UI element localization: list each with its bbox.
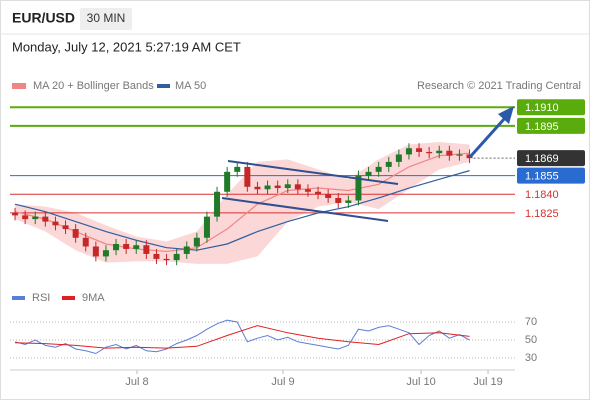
arrow-head	[498, 106, 514, 124]
candle-body	[426, 151, 433, 154]
candle-body	[22, 215, 29, 220]
candle-body	[446, 150, 453, 156]
level-label: 1.1855	[525, 170, 559, 182]
series-line	[14, 319, 470, 355]
series-line	[14, 170, 470, 251]
candle-body	[163, 258, 170, 261]
candle-body	[32, 216, 39, 220]
level-label: 1.1825	[525, 208, 559, 220]
source: Research © 2021 Trading Central	[417, 80, 581, 92]
y-tick-label: 70	[525, 316, 537, 328]
y-tick-label: 30	[525, 352, 537, 364]
x-tick-label: Jul 19	[473, 376, 502, 388]
candle-body	[193, 237, 200, 247]
candle-body	[102, 250, 109, 257]
candle-body	[355, 175, 362, 201]
candle-body	[325, 194, 332, 198]
candle-body	[42, 216, 49, 222]
legend-label: 9MA	[82, 292, 105, 304]
candle-body	[395, 154, 402, 162]
candle-body	[274, 185, 281, 189]
chart-title: EUR/USD	[12, 10, 75, 26]
candle-body	[123, 243, 130, 249]
level-label: 1.1910	[525, 102, 559, 114]
candle-body	[304, 189, 311, 192]
candle-body	[12, 212, 19, 216]
last-price-box	[517, 150, 585, 167]
series-line	[14, 152, 470, 253]
candle-body	[416, 148, 423, 152]
candle-body	[173, 253, 180, 261]
candle-body	[345, 200, 352, 203]
level-box	[517, 99, 585, 116]
x-tick-label: Jul 9	[271, 376, 294, 388]
candle-body	[264, 185, 271, 190]
candle-body	[133, 245, 140, 249]
candle-body	[456, 154, 463, 156]
candle-body	[224, 171, 231, 192]
trend-line	[221, 197, 389, 222]
last-price-label: 1.1869	[525, 153, 559, 165]
candle-body	[294, 184, 301, 190]
candle-body	[405, 148, 412, 155]
candle-body	[365, 171, 372, 176]
candle-body	[244, 166, 251, 187]
legend-swatch	[62, 296, 75, 300]
timeframe: 30 MIN	[87, 11, 126, 25]
candle-body	[254, 186, 261, 190]
legend-label: MA 20 + Bollinger Bands	[33, 80, 154, 92]
candle-body	[113, 243, 120, 251]
candle-body	[183, 246, 190, 254]
candle-body	[214, 191, 221, 217]
level-label: 1.1895	[525, 121, 559, 133]
y-tick-label: 50	[525, 334, 537, 346]
legend-swatch	[12, 296, 25, 300]
candle-body	[203, 216, 210, 238]
x-tick-label: Jul 10	[406, 376, 435, 388]
candle-body	[92, 246, 99, 257]
x-tick-label: Jul 8	[125, 376, 148, 388]
subtitle: Monday, July 12, 2021 5:27:19 AM CET	[12, 39, 241, 54]
level-box	[517, 167, 585, 184]
candle-body	[143, 245, 150, 254]
trend-line	[227, 160, 399, 185]
legend-swatch	[157, 84, 170, 88]
legend-label: RSI	[32, 292, 50, 304]
candle-body	[62, 225, 69, 230]
plot: 1.1910 1.1895 1.1855 1.1840 1.1825 1.1869 MA 2…	[10, 80, 585, 388]
candle-body	[72, 229, 79, 238]
candle-body	[375, 166, 382, 172]
level-box	[517, 117, 585, 134]
candle-body	[52, 221, 59, 226]
series-line	[15, 325, 470, 349]
candle-body	[153, 253, 160, 259]
timeframe-box	[80, 8, 132, 30]
legend-label: MA 50	[175, 80, 206, 92]
candle-body	[82, 237, 89, 247]
candle-body	[436, 150, 443, 154]
candle-body	[315, 191, 322, 195]
candle-body	[335, 197, 342, 203]
bollinger-band	[15, 142, 470, 264]
candle-body	[385, 161, 392, 167]
forecast-arrow	[468, 116, 507, 159]
candle-body	[234, 166, 241, 172]
level-label: 1.1840	[525, 189, 559, 201]
candle-body	[284, 184, 291, 189]
legend-swatch	[12, 83, 26, 89]
